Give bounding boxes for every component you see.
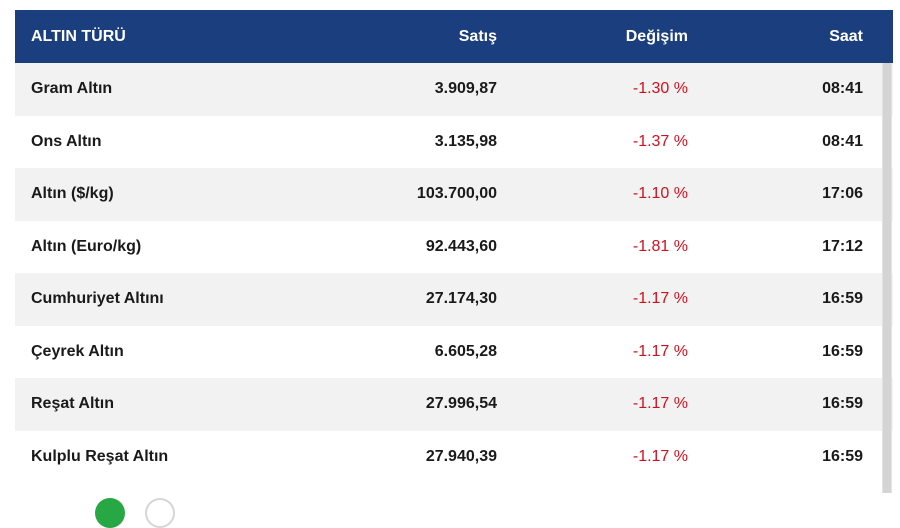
- gold-type-name[interactable]: Çeyrek Altın: [31, 342, 124, 360]
- sell-price: 92.443,60: [425, 237, 497, 255]
- table-row[interactable]: Gram Altın 3.909,87 -1.30 % 08:41: [15, 63, 893, 116]
- gold-price-table: ALTIN TÜRÜ Satış Değişim Saat Gram Altın…: [15, 10, 893, 483]
- table-row[interactable]: Cumhuriyet Altını 27.174,30 -1.17 % 16:5…: [15, 273, 893, 326]
- update-time: 17:06: [822, 185, 863, 203]
- sell-price: 27.174,30: [425, 290, 497, 308]
- change-percent: -1.37 %: [632, 132, 688, 150]
- sell-price: 103.700,00: [416, 185, 497, 203]
- sell-price: 27.996,54: [425, 395, 497, 413]
- change-percent: -1.81 %: [632, 237, 688, 255]
- change-percent: -1.17 %: [632, 342, 688, 360]
- table-row[interactable]: Altın (Euro/kg) 92.443,60 -1.81 % 17:12: [15, 220, 893, 273]
- update-time: 08:41: [822, 80, 863, 98]
- update-time: 08:41: [822, 132, 863, 150]
- update-time: 17:12: [822, 237, 863, 255]
- update-time: 16:59: [822, 447, 863, 465]
- scrollbar-thumb[interactable]: [883, 63, 891, 493]
- sell-price: 3.135,98: [434, 132, 497, 150]
- change-percent: -1.17 %: [632, 395, 688, 413]
- change-percent: -1.17 %: [632, 447, 688, 465]
- sell-price: 3.909,87: [434, 80, 497, 98]
- update-time: 16:59: [822, 290, 863, 308]
- update-time: 16:59: [822, 342, 863, 360]
- gold-type-name[interactable]: Altın ($/kg): [31, 185, 114, 203]
- gold-type-name[interactable]: Cumhuriyet Altını: [31, 290, 164, 308]
- update-time: 16:59: [822, 395, 863, 413]
- vertical-scrollbar[interactable]: [882, 63, 892, 493]
- table-row[interactable]: Ons Altın 3.135,98 -1.37 % 08:41: [15, 115, 893, 168]
- header-change[interactable]: Değişim: [625, 27, 688, 45]
- sell-price: 27.940,39: [425, 447, 497, 465]
- header-sell[interactable]: Satış: [458, 27, 497, 45]
- table-row[interactable]: Reşat Altın 27.996,54 -1.17 % 16:59: [15, 378, 893, 431]
- gold-type-name[interactable]: Reşat Altın: [31, 395, 114, 413]
- header-time[interactable]: Saat: [829, 27, 863, 45]
- change-percent: -1.10 %: [632, 185, 688, 203]
- change-percent: -1.30 %: [632, 80, 688, 98]
- table-row[interactable]: Çeyrek Altın 6.605,28 -1.17 % 16:59: [15, 325, 893, 378]
- table-row[interactable]: Kulplu Reşat Altın 27.940,39 -1.17 % 16:…: [15, 430, 893, 483]
- gold-type-name[interactable]: Kulplu Reşat Altın: [31, 447, 169, 465]
- gold-type-name[interactable]: Ons Altın: [31, 132, 102, 150]
- pagination-dot-active[interactable]: [95, 498, 125, 528]
- gold-type-name[interactable]: Altın (Euro/kg): [31, 237, 142, 255]
- table-header: ALTIN TÜRÜ Satış Değişim Saat: [15, 10, 893, 63]
- gold-type-name[interactable]: Gram Altın: [31, 80, 113, 98]
- sell-price: 6.605,28: [434, 342, 497, 360]
- change-percent: -1.17 %: [632, 290, 688, 308]
- header-type: ALTIN TÜRÜ: [31, 27, 126, 45]
- table-row[interactable]: Altın ($/kg) 103.700,00 -1.10 % 17:06: [15, 168, 893, 221]
- pagination-dot-inactive[interactable]: [145, 498, 175, 528]
